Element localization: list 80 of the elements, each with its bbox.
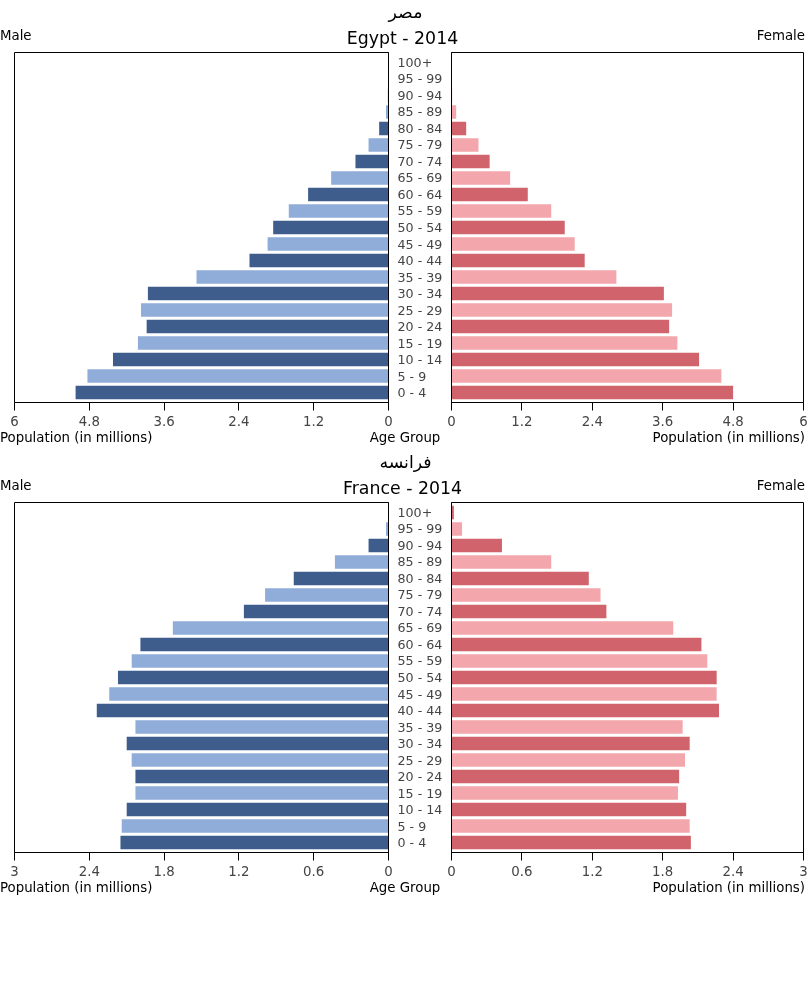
x-tick-label: 4.8 — [722, 413, 744, 429]
x-tick-label: 2.4 — [581, 413, 603, 429]
y-tick-label: 5 - 9 — [397, 818, 427, 834]
y-tick-label: 55 - 59 — [397, 203, 443, 219]
x-tick-label: 0 — [447, 863, 456, 879]
x-tick-label: 0 — [447, 413, 456, 429]
y-tick-label: 40 - 44 — [397, 253, 443, 269]
x-tick-label: 0 — [384, 413, 393, 429]
x-tick-label: 2.4 — [722, 863, 744, 879]
y-tick-label: 75 - 79 — [397, 587, 443, 603]
y-tick-label: 80 - 84 — [397, 570, 443, 586]
x-tick-label: 1.8 — [153, 863, 175, 879]
x-tick-label: 0 — [384, 863, 393, 879]
x-tick-label: 1.2 — [581, 863, 603, 879]
x-tick-label: 0.6 — [511, 863, 533, 879]
chart-subtitle: Egypt - 2014 — [345, 27, 460, 50]
y-tick-label: 95 - 99 — [397, 71, 443, 87]
text: Male — [0, 27, 33, 45]
y-tick-label: 35 - 39 — [397, 719, 443, 735]
y-tick-label: 10 - 14 — [397, 352, 443, 368]
y-tick-label: 30 - 34 — [397, 286, 443, 302]
y-tick-label: 20 - 24 — [397, 319, 443, 335]
y-tick-label: 10 - 14 — [397, 802, 443, 818]
y-tick-label: 55 - 59 — [397, 653, 443, 669]
x-axis-title: Population (in millions) — [0, 879, 154, 897]
x-tick-label: 2.4 — [78, 863, 100, 879]
y-tick-label: 90 - 94 — [397, 87, 443, 103]
x-tick-label: 3 — [799, 863, 808, 879]
x-tick-label: 0.6 — [303, 863, 325, 879]
y-tick-label: 95 - 99 — [397, 521, 443, 537]
y-tick-label: 20 - 24 — [397, 769, 443, 785]
y-tick-label: 100+ — [397, 504, 433, 520]
x-tick-label: 3.6 — [652, 413, 674, 429]
y-tick-label: 100+ — [397, 54, 433, 70]
y-tick-label: 85 - 89 — [397, 104, 443, 120]
x-axis-title: Population (in millions) — [651, 879, 805, 897]
x-tick-label: 1.2 — [228, 863, 250, 879]
y-tick-label: 30 - 34 — [397, 736, 443, 752]
y-tick-label: 65 - 69 — [397, 620, 443, 636]
x-tick-label: 2.4 — [228, 413, 250, 429]
x-tick-label: 6 — [10, 413, 19, 429]
y-axis-title: Age Group — [368, 429, 442, 447]
y-tick-label: 0 - 4 — [397, 385, 427, 401]
y-tick-label: 15 - 19 — [397, 785, 443, 801]
y-tick-label: 5 - 9 — [397, 368, 427, 384]
y-tick-label: 50 - 54 — [397, 670, 443, 685]
x-tick-label: 4.8 — [78, 413, 100, 429]
x-axis-title: Population (in millions) — [651, 429, 805, 447]
y-tick-label: 40 - 44 — [397, 703, 443, 719]
y-tick-label: 25 - 29 — [397, 752, 443, 768]
y-tick-label: 90 - 94 — [397, 537, 443, 553]
y-tick-label: 85 - 89 — [397, 554, 443, 570]
y-tick-label: 60 - 64 — [397, 186, 443, 202]
y-tick-label: 65 - 69 — [397, 170, 443, 186]
x-tick-label: 1.2 — [303, 413, 325, 429]
y-tick-label: 75 - 79 — [397, 137, 443, 153]
x-tick-label: 1.8 — [652, 863, 674, 879]
chart-title: فرانسه — [378, 451, 433, 474]
y-tick-label: 0 - 4 — [397, 835, 427, 851]
y-tick-label: 45 - 49 — [397, 686, 443, 702]
x-tick-label: 3 — [10, 863, 19, 879]
y-tick-label: 80 - 84 — [397, 120, 443, 136]
x-tick-label: 3.6 — [153, 413, 175, 429]
y-tick-label: 70 - 74 — [397, 153, 443, 169]
y-tick-label: 35 - 39 — [397, 269, 443, 285]
y-tick-label: 60 - 64 — [397, 636, 443, 652]
y-tick-label: 15 - 19 — [397, 335, 443, 351]
y-tick-label: 45 - 49 — [397, 236, 443, 252]
y-axis-title: Age Group — [368, 879, 442, 897]
chart-title: مصر — [386, 1, 424, 24]
y-tick-label: 25 - 29 — [397, 302, 443, 318]
x-tick-label: 6 — [799, 413, 808, 429]
text: Female — [755, 477, 805, 495]
y-tick-label: 50 - 54 — [397, 220, 443, 235]
x-axis-title: Population (in millions) — [0, 429, 154, 447]
text: Female — [755, 27, 805, 45]
chart-subtitle: France - 2014 — [342, 477, 463, 500]
x-tick-label: 1.2 — [511, 413, 533, 429]
text: Male — [0, 477, 33, 495]
y-tick-label: 70 - 74 — [397, 603, 443, 619]
